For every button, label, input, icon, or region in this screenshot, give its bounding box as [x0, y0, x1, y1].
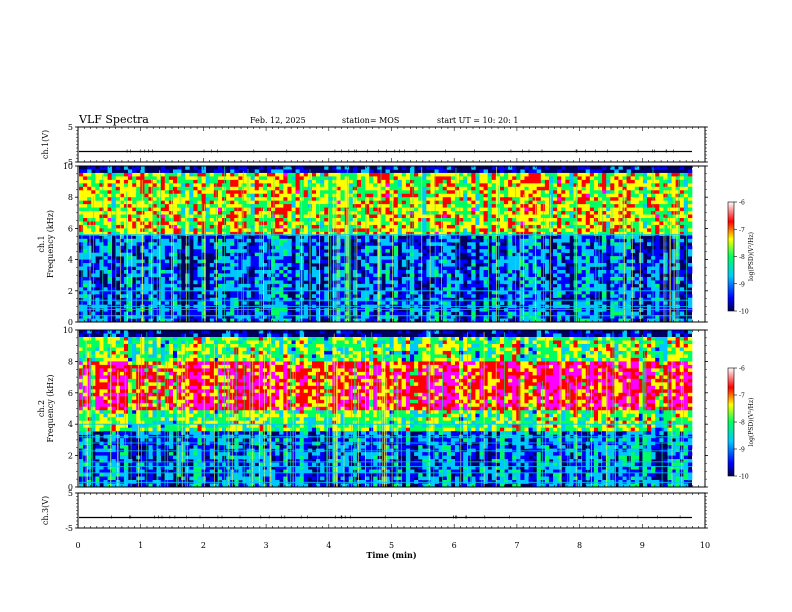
colorbar-tick-label: -6 [739, 366, 745, 373]
y-tick-label: 2 [68, 452, 73, 461]
x-tick-label: 0 [75, 541, 80, 550]
colorbar-ch2 [727, 367, 735, 477]
header-date: Feb. 12, 2025 [250, 116, 306, 125]
x-tick-label: 6 [452, 541, 457, 550]
x-tick-label: 4 [326, 541, 331, 550]
x-tick-label: 7 [514, 541, 519, 550]
colorbar-tick-label: -10 [739, 309, 749, 316]
colorbar-ch1 [727, 201, 735, 312]
y-axis-label: Frequency (kHz) [46, 210, 55, 278]
y-tick-label: 10 [63, 162, 73, 171]
x-tick-label: 8 [577, 541, 582, 550]
colorbar-label: log(PSD)(V²/Hz) [748, 232, 755, 281]
y-tick-label: 8 [68, 357, 73, 366]
x-tick-label: 5 [389, 541, 394, 550]
y-axis-label: ch.1(V) [41, 130, 50, 159]
colorbar-tick-label: -7 [739, 227, 745, 234]
y-tick-label: 6 [68, 224, 73, 233]
y-tick-label: 4 [68, 256, 73, 265]
header-title: VLF Spectra [79, 113, 149, 126]
y-axis-label: Frequency (kHz) [46, 374, 55, 442]
y-tick-label: 4 [68, 420, 73, 429]
y-tick-label: 5 [68, 123, 73, 132]
y-tick-label: 2 [68, 287, 73, 296]
colorbar-label: log(PSD)(V²/Hz) [748, 398, 755, 447]
panel-frame [77, 492, 706, 529]
x-tick-label: 1 [138, 541, 143, 550]
y-tick-label: 10 [63, 326, 73, 335]
x-tick-label: 9 [640, 541, 645, 550]
x-tick-label: 10 [700, 541, 710, 550]
y-tick-label: 0 [68, 483, 73, 492]
header-start-time: start UT = 10: 20: 1 [437, 116, 519, 125]
colorbar-tick-label: -6 [739, 200, 745, 207]
colorbar-tick-label: -9 [739, 281, 745, 288]
y-tick-label: 5 [68, 489, 73, 498]
colorbar-tick-label: -7 [739, 393, 745, 400]
colorbar-tick-label: -9 [739, 447, 745, 454]
x-tick-label: 3 [264, 541, 269, 550]
y-axis-label: ch.3(V) [41, 496, 50, 525]
panel-frame [77, 126, 706, 163]
y-axis-label: ch.1 [37, 235, 46, 252]
y-tick-label: 8 [68, 193, 73, 202]
x-axis-label: Time (min) [366, 550, 416, 560]
y-tick-label: 6 [68, 389, 73, 398]
colorbar-tick-label: -8 [739, 420, 745, 427]
colorbar-tick-label: -10 [739, 474, 749, 481]
y-tick-label: -5 [65, 158, 73, 167]
y-tick-label: -5 [65, 524, 73, 533]
ch1-spectrogram-image [79, 166, 693, 323]
y-axis-label: ch.2 [37, 400, 46, 417]
header-station: station= MOS [342, 116, 400, 125]
colorbar-tick-label: -8 [739, 254, 745, 261]
ch2-spectrogram-image [79, 330, 693, 488]
x-tick-label: 2 [201, 541, 206, 550]
y-tick-label: 0 [68, 318, 73, 327]
